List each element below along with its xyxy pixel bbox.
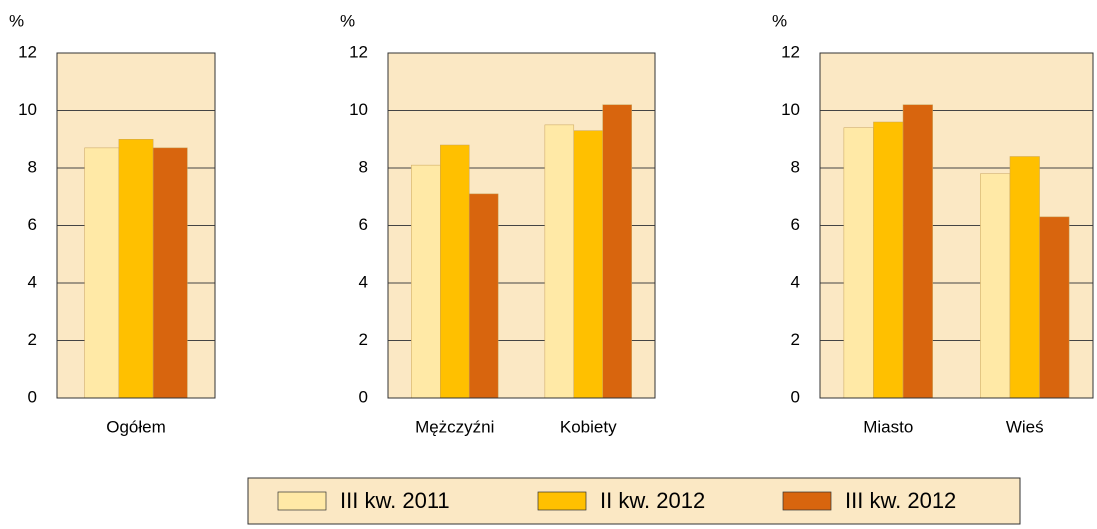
y-tick-label: 10 (781, 100, 800, 119)
legend-label: II kw. 2012 (600, 488, 705, 513)
x-tick-label: Mężczyźni (415, 417, 494, 436)
legend-label: III kw. 2011 (340, 488, 450, 513)
y-axis-unit: % (9, 11, 24, 30)
y-axis-unit: % (772, 11, 787, 30)
plot-frame (387, 52, 656, 399)
y-tick-label: 0 (28, 387, 37, 406)
bar (602, 104, 632, 399)
y-tick-label: 10 (349, 100, 368, 119)
bar (573, 130, 603, 399)
bar (843, 127, 874, 399)
y-tick-label: 10 (18, 100, 37, 119)
x-tick-label: Ogółem (106, 417, 166, 436)
y-tick-label: 4 (791, 272, 800, 291)
bar (84, 147, 120, 399)
plot-frame (56, 52, 216, 399)
y-tick-label: 2 (359, 330, 368, 349)
bar (118, 139, 154, 399)
bar (152, 147, 188, 399)
y-axis-unit: % (340, 11, 355, 30)
bar (980, 173, 1011, 399)
y-tick-label: 8 (791, 157, 800, 176)
legend-box (247, 477, 1021, 525)
legend-swatch (537, 491, 587, 511)
legend-swatch (782, 491, 832, 511)
y-tick-label: 8 (359, 157, 368, 176)
y-tick-label: 0 (359, 387, 368, 406)
x-tick-label: Wieś (1006, 417, 1044, 436)
plot-frame (819, 52, 1094, 399)
bar (440, 144, 470, 399)
y-tick-label: 6 (791, 215, 800, 234)
y-tick-label: 12 (349, 42, 368, 61)
bar (873, 121, 904, 399)
y-tick-label: 4 (28, 272, 37, 291)
bar (902, 104, 933, 399)
bar (544, 124, 575, 399)
y-tick-label: 2 (791, 330, 800, 349)
y-tick-label: 8 (28, 157, 37, 176)
y-tick-label: 6 (28, 215, 37, 234)
y-tick-label: 0 (791, 387, 800, 406)
bar (411, 164, 441, 399)
y-tick-label: 12 (781, 42, 800, 61)
y-tick-label: 4 (359, 272, 368, 291)
legend-label: III kw. 2012 (845, 488, 956, 513)
bar (468, 193, 499, 399)
bar (1009, 156, 1040, 399)
legend-swatch (277, 491, 327, 511)
x-tick-label: Kobiety (560, 417, 617, 436)
y-tick-label: 2 (28, 330, 37, 349)
bar (1039, 216, 1070, 399)
x-tick-label: Miasto (863, 417, 913, 436)
y-tick-label: 6 (359, 215, 368, 234)
y-tick-label: 12 (18, 42, 37, 61)
